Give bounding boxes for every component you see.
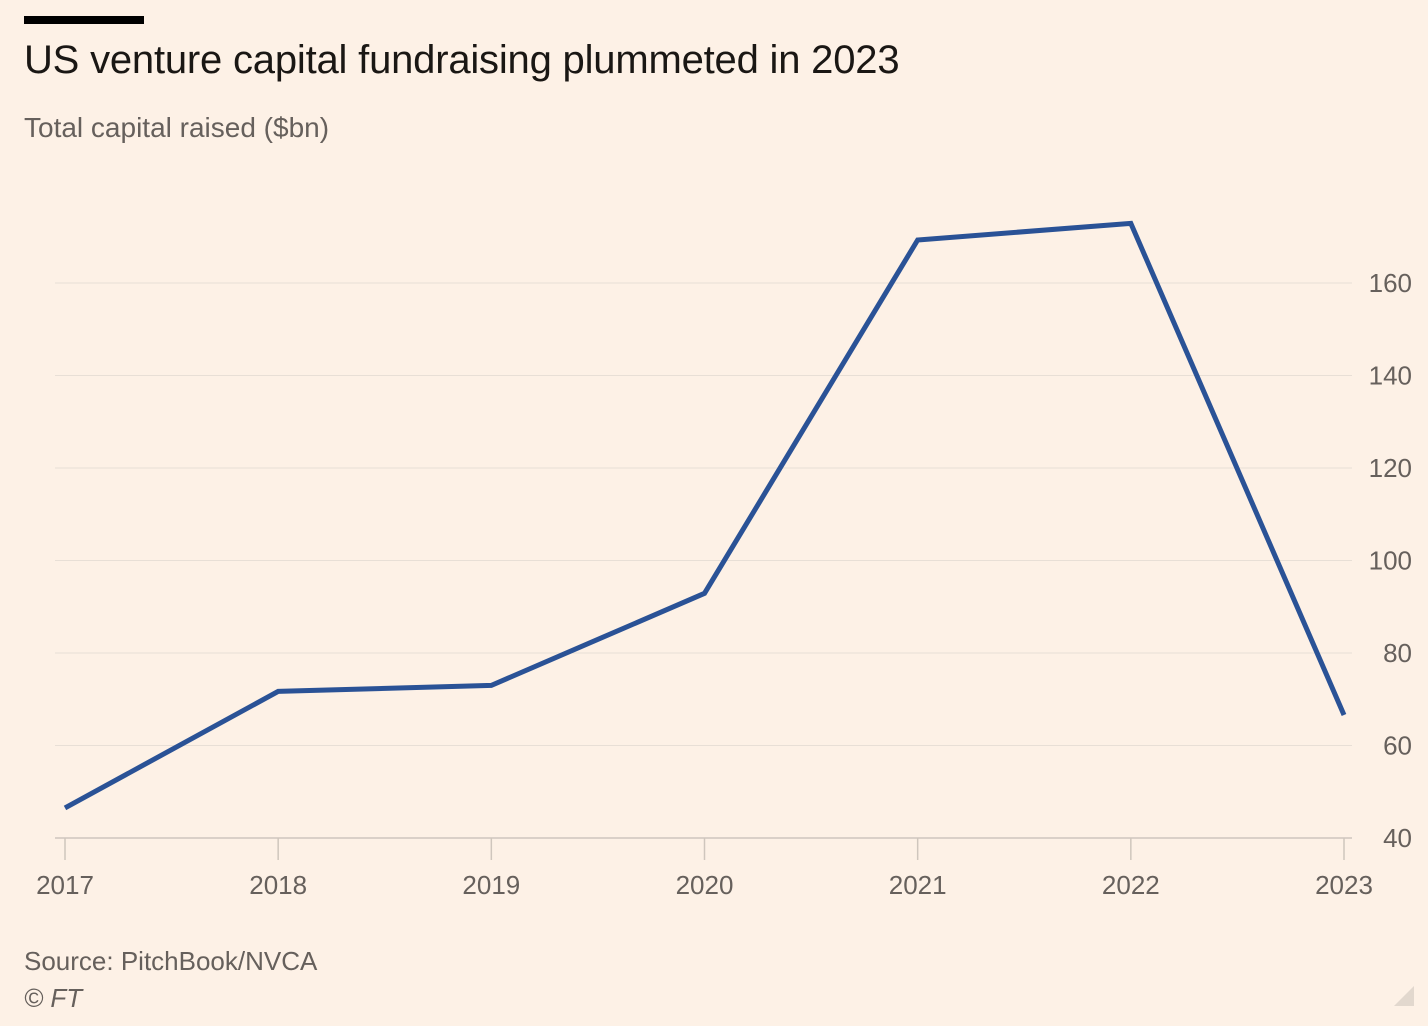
x-tick-label: 2017 [36,870,94,900]
x-tick-label: 2022 [1102,870,1160,900]
y-tick-label: 60 [1383,731,1412,761]
title-accent-bar [24,16,144,24]
y-tick-label: 100 [1369,546,1412,576]
y-tick-label: 120 [1369,453,1412,483]
x-tick-label: 2019 [462,870,520,900]
y-tick-label: 140 [1369,361,1412,391]
x-axis: 2017 2018 2019 2020 2021 2022 2023 [36,838,1373,900]
series-line [63,220,1347,811]
x-tick-label: 2020 [676,870,734,900]
y-tick-label: 40 [1383,823,1412,853]
x-tick-label: 2018 [249,870,307,900]
chart-subtitle: Total capital raised ($bn) [24,112,330,143]
copyright-note: © FT [24,983,83,1013]
y-tick-label: 160 [1369,268,1412,298]
y-tick-label: 80 [1383,638,1412,668]
series-group [63,220,1347,811]
x-tick-label: 2021 [889,870,947,900]
source-note: Source: PitchBook/NVCA [24,946,318,976]
y-axis-labels: 40 60 80 100 120 140 160 [1369,268,1412,853]
resize-corner-icon [1394,986,1414,1006]
chart-title: US venture capital fundraising plummeted… [24,38,900,82]
x-tick-label: 2023 [1315,870,1373,900]
gridlines [55,282,1352,839]
